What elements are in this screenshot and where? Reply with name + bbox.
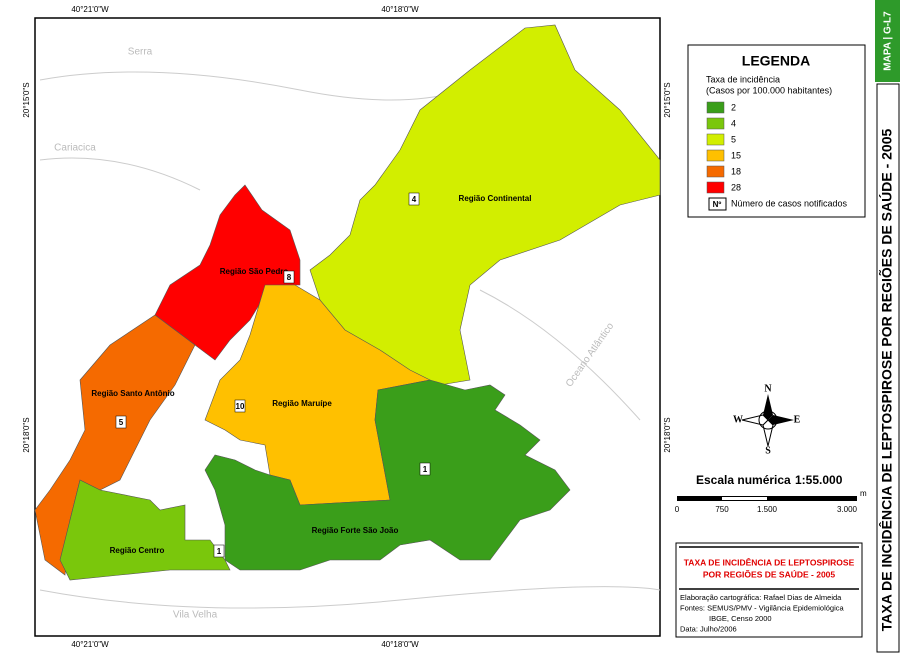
scale-bar (677, 496, 857, 501)
info-credit: Fontes: SEMUS/PMV - Vigilância Epidemiol… (680, 603, 845, 612)
case-badge (419, 462, 431, 476)
lat-label: 20°15'0"S (663, 82, 672, 117)
lon-label: 40°21'0"W (71, 5, 109, 14)
scale-ratio: 1:55.000 (795, 473, 843, 487)
lon-label: 40°18'0"W (381, 640, 419, 649)
case-badge (234, 399, 246, 413)
lon-label: 40°18'0"W (381, 5, 419, 14)
case-count: 1 (217, 547, 222, 556)
legend-label: 28 (731, 182, 741, 192)
case-count: 5 (119, 418, 124, 427)
badge-bg (875, 0, 900, 82)
side-title: TAXA DE INCIDÊNCIA DE LEPTOSPIROSE POR R… (878, 129, 895, 632)
case-badge (115, 415, 127, 429)
place-label: Cariacica (54, 143, 96, 154)
info-credit: IBGE, Censo 2000 (709, 614, 772, 623)
info-title: POR REGIÕES DE SAÚDE - 2005 (703, 568, 836, 579)
compass-letter: E (794, 414, 801, 425)
scale-tick: 1.500 (757, 505, 778, 514)
info-credit: Data: Julho/2006 (680, 624, 737, 633)
compass-letter: S (765, 445, 771, 456)
lat-label: 20°15'0"S (22, 82, 31, 117)
legend-title: LEGENDA (742, 53, 810, 69)
legend-label: 4 (731, 118, 736, 128)
coast-line (39, 586, 661, 609)
place-label: Serra (128, 47, 153, 58)
info-credit: Elaboração cartográfica: Rafael Dias de … (680, 593, 842, 602)
lon-label: 40°21'0"W (71, 640, 109, 649)
case-count: 1 (423, 465, 428, 474)
scale-tick: 3.000 (837, 505, 858, 514)
legend-subtitle: (Casos por 100.000 habitantes) (706, 85, 832, 95)
info-box (675, 542, 863, 638)
case-count: 8 (287, 273, 292, 282)
legend-label: 15 (731, 150, 741, 160)
legend-swatch (706, 101, 725, 114)
case-badge (213, 544, 225, 558)
case-badge (283, 270, 295, 284)
legend-label: 5 (731, 134, 736, 144)
legend-label: 2 (731, 102, 736, 112)
legend-symbol-box (708, 197, 727, 211)
legend-swatch (706, 149, 725, 162)
case-count: 4 (412, 195, 417, 204)
legend-swatch (706, 165, 725, 178)
region (204, 379, 571, 571)
legend-symbol: Nº (713, 200, 722, 209)
region-name: Região Forte São João (312, 526, 399, 535)
compass-rose (741, 394, 794, 447)
scale-tick: 0 (675, 505, 680, 514)
legend-swatch (706, 117, 725, 130)
lat-label: 20°18'0"S (22, 417, 31, 452)
info-title: TAXA DE INCIDÊNCIA DE LEPTOSPIROSE (684, 556, 855, 567)
badge: MAPA | G-L7 (883, 11, 894, 71)
coast-line (39, 157, 201, 191)
legend-cases-label: Número de casos notificados (731, 198, 848, 208)
compass-letter: N (764, 383, 772, 394)
legend-swatch (706, 181, 725, 194)
lat-label: 20°18'0"S (663, 417, 672, 452)
region-name: Região Santo Antônio (91, 389, 174, 398)
legend-label: 18 (731, 166, 741, 176)
region (34, 314, 196, 576)
scale-tick: 750 (715, 505, 729, 514)
region-name: Região Centro (110, 546, 165, 555)
side-title-box (876, 83, 900, 653)
legend-subtitle: Taxa de incidência (706, 74, 780, 84)
place-label: Vila Velha (173, 610, 218, 621)
scale-unit: m (860, 489, 867, 498)
region-name: Região Continental (459, 194, 532, 203)
compass-letter: W (733, 414, 743, 425)
scale-label: Escala numérica (696, 473, 791, 487)
region (154, 184, 301, 361)
coast-line (479, 289, 641, 421)
region-name: Região Maruípe (272, 399, 332, 408)
case-badge (408, 192, 420, 206)
case-count: 10 (236, 402, 245, 411)
legend-swatch (706, 133, 725, 146)
region-name: Região São Pedro (220, 267, 289, 276)
